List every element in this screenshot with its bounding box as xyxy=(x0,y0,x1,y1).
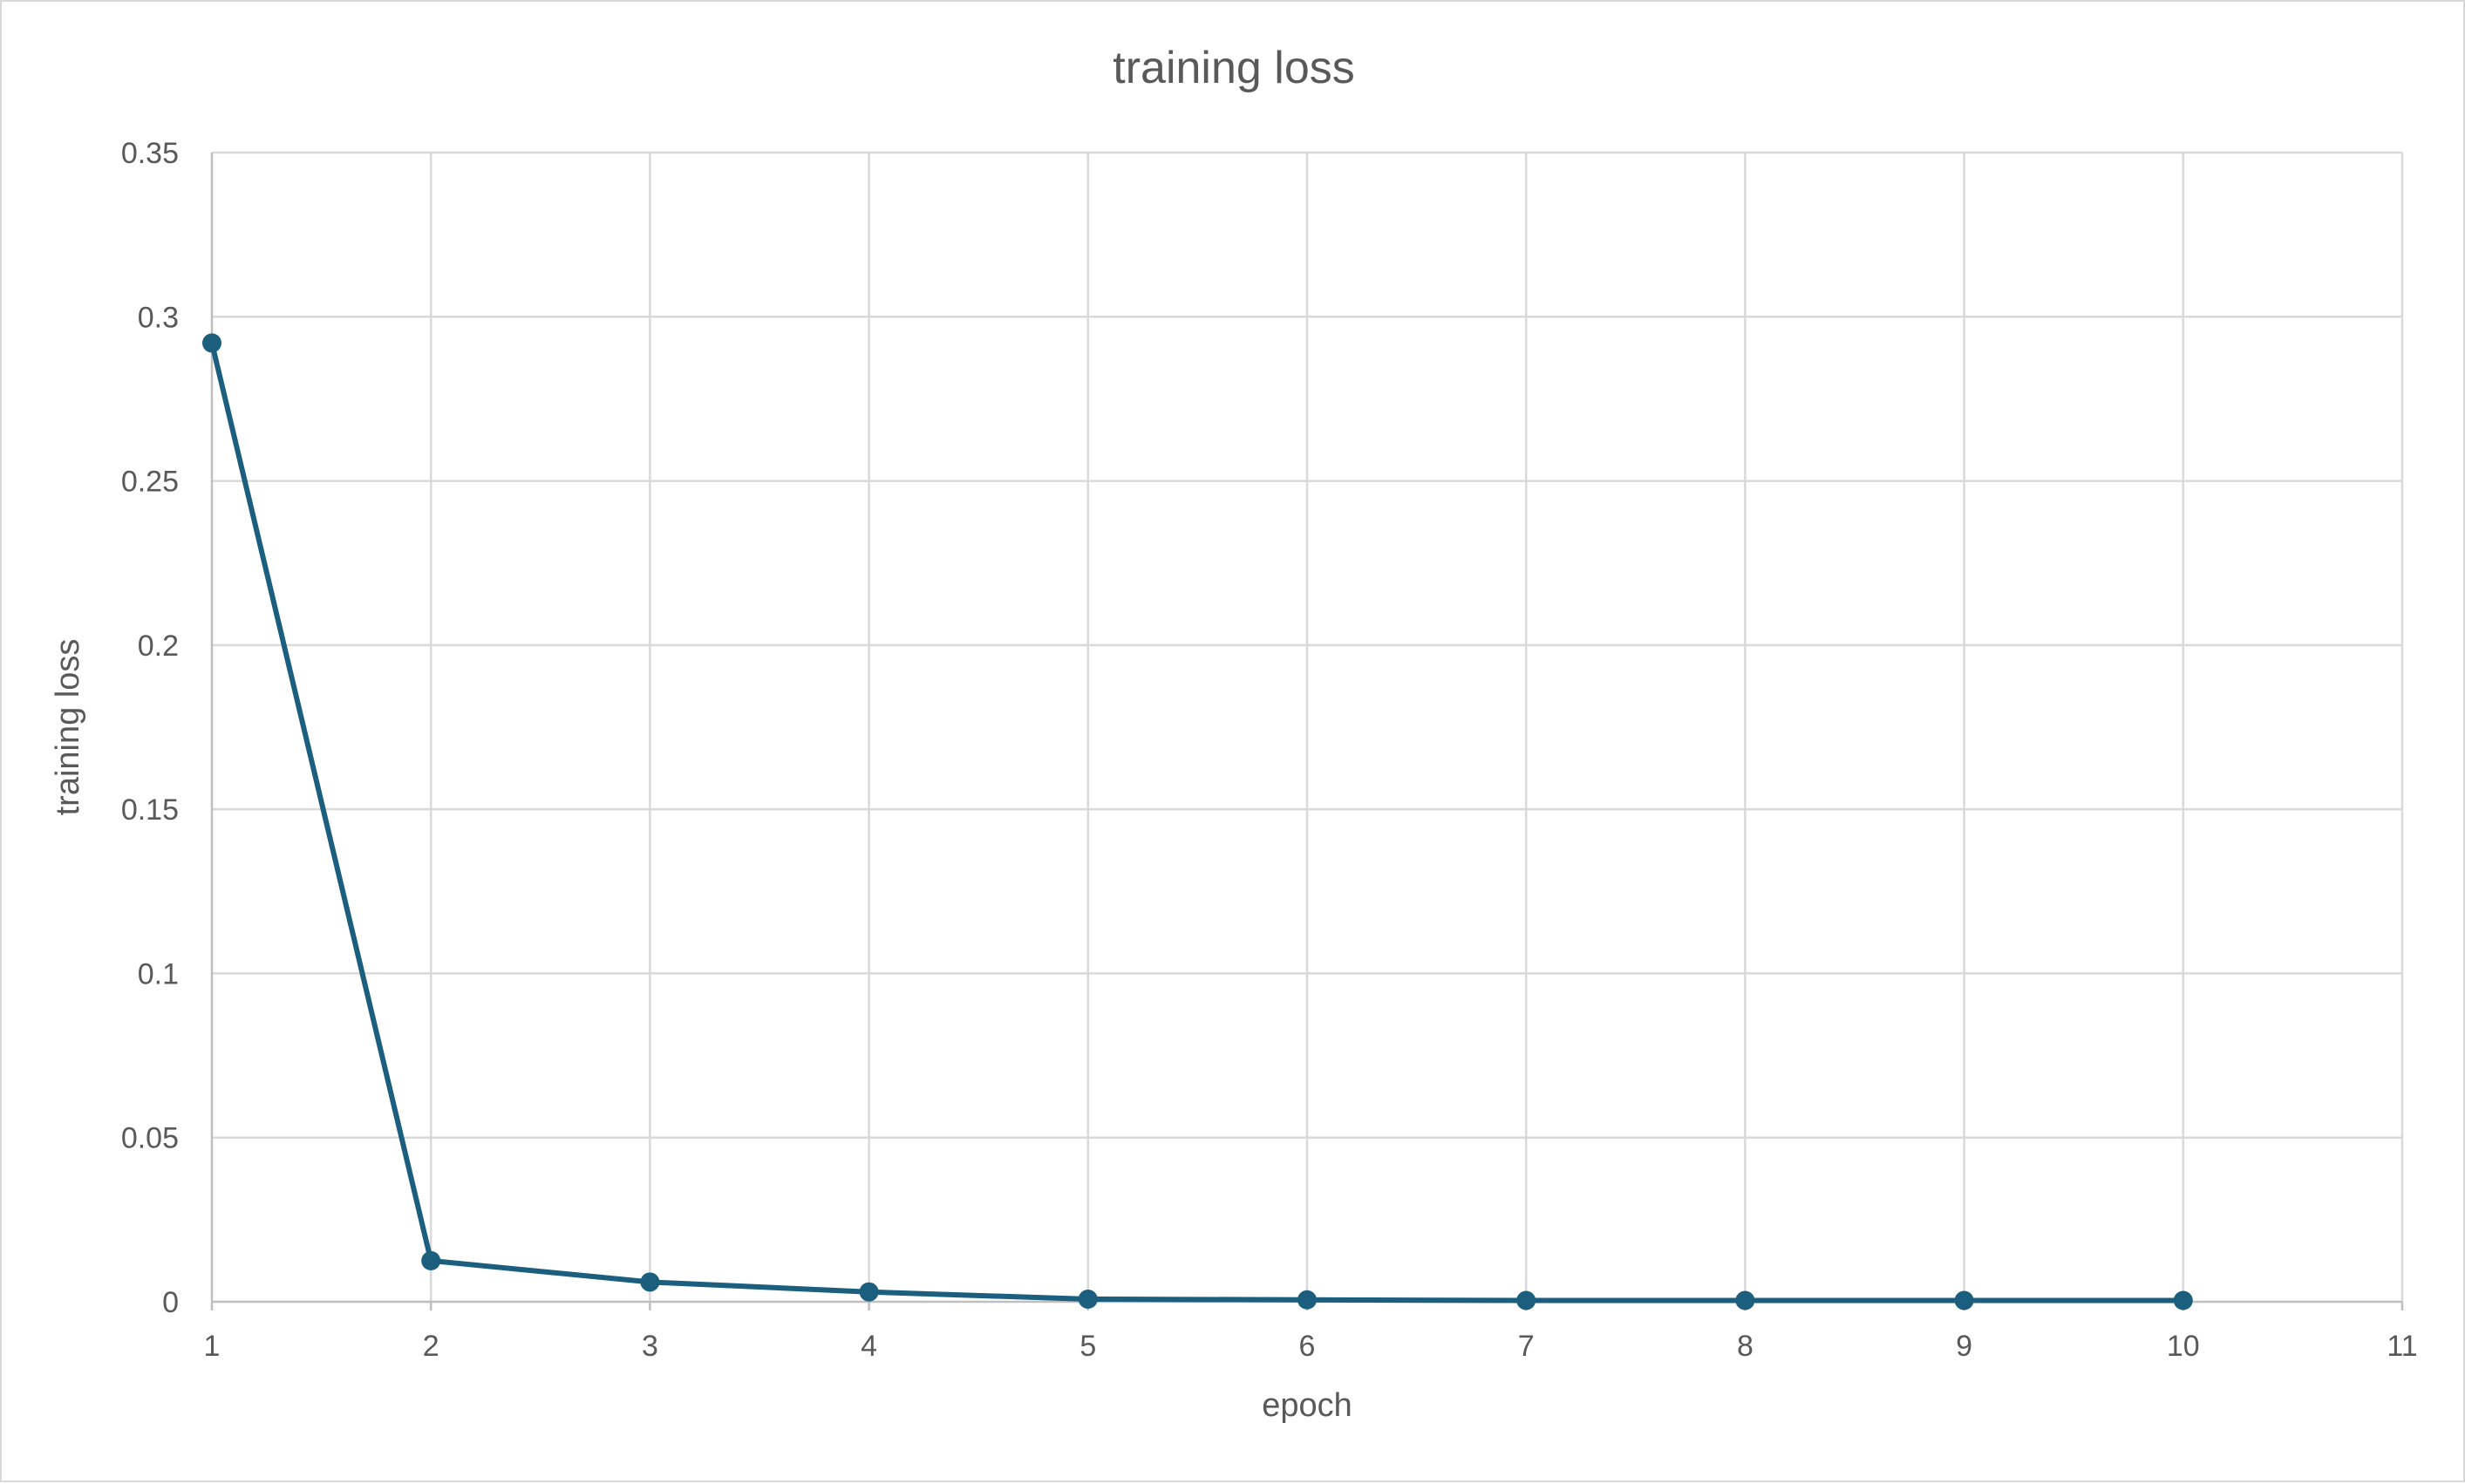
data-point xyxy=(421,1250,441,1270)
data-point xyxy=(640,1272,660,1292)
x-tick-label: 5 xyxy=(1079,1330,1096,1363)
y-tick-label: 0.3 xyxy=(138,301,179,334)
y-tick-label: 0.05 xyxy=(121,1122,179,1155)
series-line xyxy=(209,340,2186,1304)
y-tick-label: 0.35 xyxy=(121,137,179,170)
data-point xyxy=(1735,1290,1755,1310)
data-point xyxy=(1078,1289,1098,1309)
y-tick-label: 0 xyxy=(162,1286,179,1319)
chart-title: training loss xyxy=(1113,43,1354,93)
x-tick-label: 2 xyxy=(423,1330,439,1363)
y-axis-title: training loss xyxy=(50,639,86,816)
gridlines xyxy=(212,151,2404,1302)
data-point xyxy=(2173,1290,2193,1310)
y-tick-label: 0.25 xyxy=(121,466,179,499)
data-point xyxy=(1516,1290,1536,1310)
x-tick-label: 8 xyxy=(1737,1330,1753,1363)
x-tick-label: 10 xyxy=(2167,1330,2200,1363)
x-tick-label: 7 xyxy=(1518,1330,1535,1363)
series-group xyxy=(202,333,2193,1310)
data-point xyxy=(202,333,221,353)
x-tick-label: 9 xyxy=(1956,1330,1972,1363)
x-tick-label: 3 xyxy=(642,1330,658,1363)
x-tick-label: 4 xyxy=(861,1330,877,1363)
y-tick-label: 0.2 xyxy=(138,630,179,663)
x-tick-label: 1 xyxy=(204,1330,221,1363)
y-tick-label: 0.1 xyxy=(138,957,179,990)
x-axis-title: epoch xyxy=(1262,1387,1352,1424)
y-tick-label: 0.15 xyxy=(121,793,179,827)
data-point xyxy=(1954,1290,1974,1310)
data-point xyxy=(859,1282,879,1302)
data-point xyxy=(1297,1290,1317,1310)
x-tick-label: 6 xyxy=(1299,1330,1316,1363)
x-tick-label: 11 xyxy=(2387,1330,2417,1363)
tick-labels: 0 0.05 0.1 0.15 0.2 0.25 0.3 0.35 1 2 3 4 5 6 7 8 9 10 11 xyxy=(121,137,2418,1363)
